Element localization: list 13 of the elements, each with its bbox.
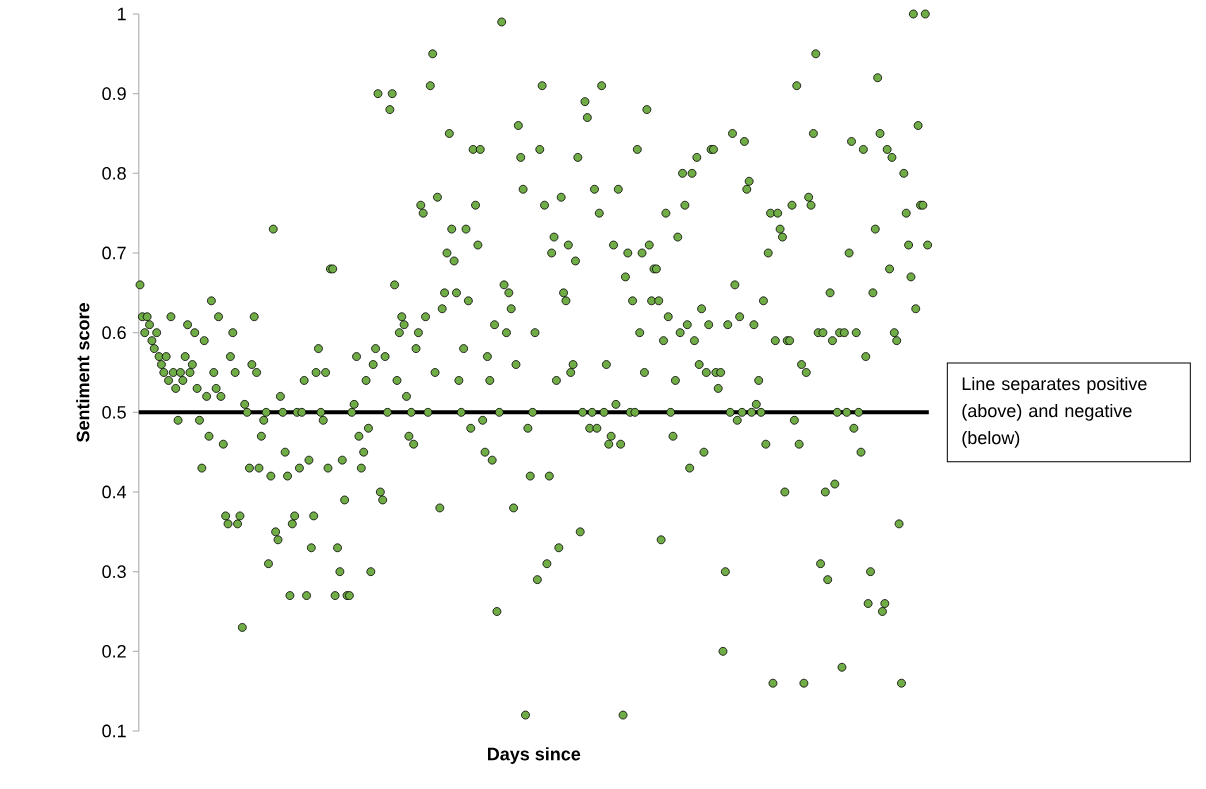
y-axis-title: Sentiment score: [76, 303, 90, 442]
x-axis-title: Days since: [487, 747, 581, 764]
y-tick-label: 0.2: [102, 644, 126, 658]
y-tick-label: 0.3: [102, 565, 126, 579]
y-tick-label: 0.9: [102, 87, 126, 101]
y-tick-label: 0.5: [102, 405, 126, 419]
ref-line-label: Line separates positive (above) and negative (below): [962, 376, 1147, 448]
y-tick-label: 0.6: [102, 326, 126, 340]
y-tick-label: 0.4: [102, 485, 127, 499]
y-tick-label: 0.1: [102, 724, 126, 738]
y-tick-label: 0.8: [102, 166, 126, 180]
y-tick-label: 0.7: [102, 246, 126, 260]
y-tick-label: 1: [117, 7, 126, 21]
